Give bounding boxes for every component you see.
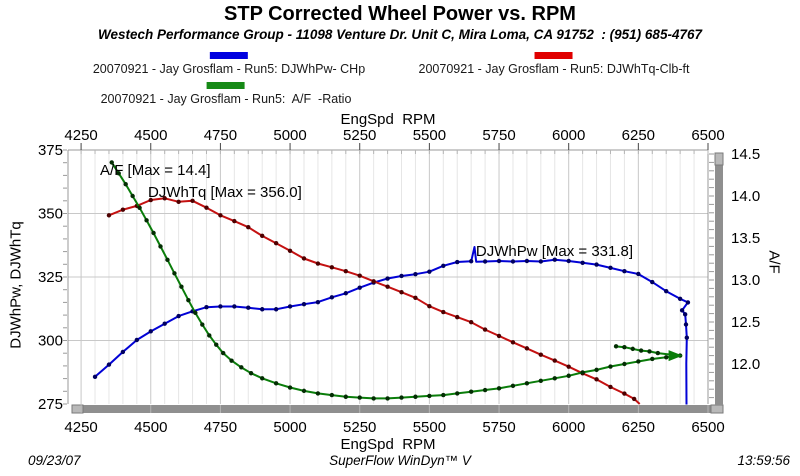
svg-text:375: 375 (38, 142, 63, 159)
svg-text:13.0: 13.0 (731, 272, 760, 289)
legend-label-af: 20070921 - Jay Grosflam - Run5: A/F -Rat… (100, 92, 352, 106)
series-djwhtq (106, 196, 641, 405)
series-af-return (613, 344, 683, 362)
svg-text:6250: 6250 (622, 127, 655, 144)
left-axis-label: DJWhPw, DJWhTq (7, 221, 25, 349)
svg-text:13.5: 13.5 (731, 230, 760, 247)
svg-text:6250: 6250 (622, 419, 655, 436)
scrollbar-right (714, 152, 724, 405)
legend-label-torque: 20070921 - Jay Grosflam - Run5: DJWhTq-C… (418, 62, 690, 76)
svg-text:5750: 5750 (482, 127, 515, 144)
svg-text:6000: 6000 (552, 127, 585, 144)
svg-text:5250: 5250 (343, 419, 376, 436)
footer-date: 09/23/07 (28, 453, 81, 468)
svg-text:350: 350 (38, 206, 63, 223)
svg-text:5500: 5500 (413, 127, 446, 144)
svg-text:4750: 4750 (204, 419, 237, 436)
series-af (109, 160, 683, 401)
svg-text:5750: 5750 (482, 419, 515, 436)
bottom-axis-label: EngSpd RPM (340, 436, 436, 453)
legend-swatch-af (207, 82, 245, 89)
svg-text:5000: 5000 (273, 419, 306, 436)
chart-title: STP Corrected Wheel Power vs. RPM (224, 3, 576, 25)
svg-text:4500: 4500 (134, 419, 167, 436)
svg-text:6500: 6500 (691, 419, 724, 436)
svg-text:4250: 4250 (64, 127, 97, 144)
legend-entry-af: 20070921 - Jay Grosflam - Run5: A/F -Rat… (100, 82, 352, 106)
svg-text:12.5: 12.5 (731, 314, 760, 331)
legend-entry-torque: 20070921 - Jay Grosflam - Run5: DJWhTq-C… (418, 52, 690, 76)
svg-text:5250: 5250 (343, 127, 376, 144)
footer-app-name: SuperFlow WinDyn™ V (329, 453, 471, 468)
gridlines-major (68, 150, 709, 404)
right-axis-tick-labels: 12.0 12.5 13.0 13.5 14.0 14.5 (731, 146, 760, 373)
svg-text:6000: 6000 (552, 419, 585, 436)
svg-text:300: 300 (38, 333, 63, 350)
svg-text:325: 325 (38, 269, 63, 286)
svg-text:6500: 6500 (691, 127, 724, 144)
footer-time: 13:59:56 (737, 453, 790, 468)
chart-subtitle: Westech Performance Group - 11098 Ventur… (98, 27, 702, 42)
svg-text:DJWhTq [Max = 356.0]: DJWhTq [Max = 356.0] (148, 184, 302, 201)
svg-text:12.0: 12.0 (731, 356, 760, 373)
left-axis-tick-labels: 275 300 325 350 375 (38, 142, 63, 413)
legend-swatch-power (209, 52, 248, 59)
axis-minor-ticks (63, 143, 714, 407)
svg-text:275: 275 (38, 396, 63, 413)
annotations: A/F [Max = 14.4] DJWhTq [Max = 356.0] DJWh… (100, 162, 633, 260)
svg-text:4750: 4750 (204, 127, 237, 144)
svg-text:A/F [Max = 14.4]: A/F [Max = 14.4] (100, 162, 210, 179)
svg-text:DJWhPw [Max = 331.8]: DJWhPw [Max = 331.8] (476, 243, 633, 260)
svg-text:5000: 5000 (273, 127, 306, 144)
legend-label-power: 20070921 - Jay Grosflam - Run5: DJWhPw- … (92, 62, 366, 76)
right-axis-label: A/F (765, 250, 783, 274)
top-axis-label: EngSpd RPM (340, 111, 436, 128)
svg-text:14.0: 14.0 (731, 188, 760, 205)
scrollbar-bottom (71, 404, 724, 414)
x-axis-tick-labels: 4250 4250 4500 4500 4750 4750 5000 5000 5250 5250… (64, 127, 724, 436)
legend-entry-power: 20070921 - Jay Grosflam - Run5: DJWhPw- … (93, 52, 365, 76)
svg-text:4250: 4250 (64, 419, 97, 436)
legend-swatch-torque (535, 52, 573, 59)
svg-text:5500: 5500 (413, 419, 446, 436)
series-djwhpw (92, 246, 691, 405)
svg-text:4500: 4500 (134, 127, 167, 144)
svg-text:14.5: 14.5 (731, 146, 760, 163)
